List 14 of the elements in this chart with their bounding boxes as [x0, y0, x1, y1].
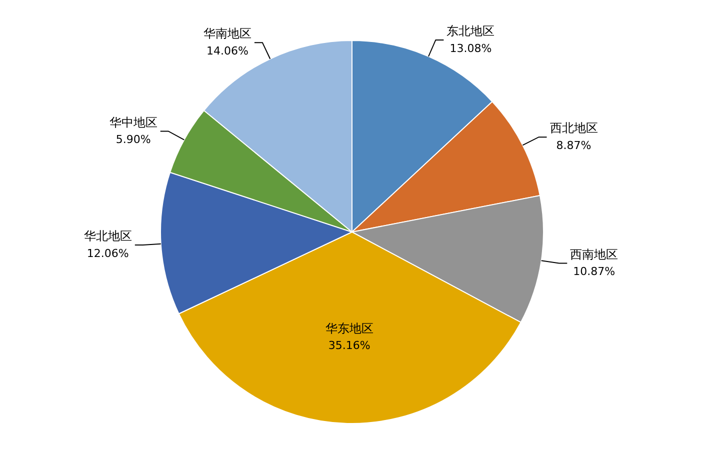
data-label: 13.08% — [450, 42, 492, 55]
data-label: 35.16% — [328, 339, 370, 352]
data-label: 14.06% — [206, 44, 248, 58]
slice-label: 华南地区 — [203, 26, 252, 41]
slice-label: 西北地区 — [550, 121, 598, 136]
data-label: 5.90% — [116, 133, 151, 146]
slice-label: 华东地区 — [325, 321, 374, 336]
slice-label: 华北地区 — [84, 229, 132, 244]
slice-label: 西南地区 — [570, 247, 618, 262]
data-label: 12.06% — [86, 246, 129, 260]
slice-label: 东北地区 — [446, 24, 495, 38]
data-label: 8.87% — [556, 138, 592, 152]
data-label: 10.87% — [573, 265, 616, 278]
slice-label: 华中地区 — [109, 115, 158, 130]
